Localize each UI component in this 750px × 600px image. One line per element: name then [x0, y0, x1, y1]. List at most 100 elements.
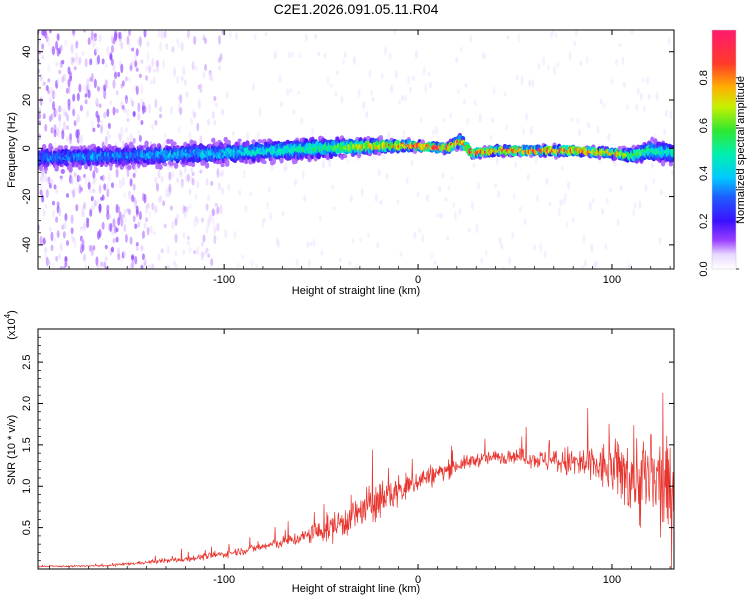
spectrogram-noise-cell — [137, 112, 141, 121]
spectrogram-noise-cell — [635, 103, 639, 111]
spectrogram-noise-cell — [281, 210, 285, 217]
spectrogram-noise-cell — [149, 80, 153, 85]
spectrogram-noise-cell — [50, 231, 54, 242]
spectrogram-noise-cell — [394, 69, 398, 79]
spectrogram-noise-cell — [425, 194, 429, 203]
spectrogram-noise-cell — [318, 215, 322, 222]
spectrogram-noise-cell — [72, 93, 76, 102]
spectrogram-noise-cell — [484, 249, 488, 256]
spectrogram-noise-cell — [179, 93, 183, 104]
spectrogram-noise-cell — [335, 70, 339, 76]
spectrogram-noise-cell — [59, 242, 63, 252]
spectrogram-noise-cell — [416, 191, 420, 198]
spectrogram-noise-cell — [87, 89, 91, 99]
spectrogram-noise-cell — [210, 73, 214, 83]
spectrogram-noise-cell — [143, 30, 147, 38]
spectrogram-noise-cell — [45, 35, 49, 43]
spectrogram-noise-cell — [131, 47, 135, 52]
spectrogram-noise-cell — [137, 129, 141, 137]
spectrogram-noise-cell — [100, 119, 104, 124]
spectrogram-noise-cell — [197, 98, 201, 105]
spectrogram-noise-cell — [90, 72, 94, 83]
spectrogram-noise-cell — [503, 91, 507, 97]
spectrogram-noise-cell — [166, 264, 170, 269]
spectrogram-noise-cell — [83, 30, 87, 33]
spectrogram-noise-cell — [601, 208, 605, 215]
spectrogram-noise-cell — [83, 202, 87, 210]
spectrogram-noise-cell — [579, 60, 583, 66]
spectrogram-noise-cell — [107, 172, 111, 182]
spectrogram-noise-cell — [169, 205, 173, 211]
spectrogram-noise-cell — [464, 83, 468, 88]
spectrogram-noise-cell — [50, 178, 54, 186]
spectrogram-noise-cell — [48, 96, 52, 103]
bottom-y-axis-label: SNR (10 * v/v) — [6, 415, 18, 485]
spectrogram-noise-cell — [422, 65, 426, 76]
spectrogram-noise-cell — [100, 261, 104, 267]
spectrogram-noise-cell — [151, 57, 155, 68]
spectrogram-noise-cell — [438, 185, 442, 193]
spectrogram-noise-cell — [219, 53, 223, 61]
spectrogram-noise-cell — [208, 216, 212, 223]
spectrogram-noise-cell — [267, 186, 271, 193]
spectrogram-noise-cell — [368, 68, 372, 78]
spectrogram-noise-cell — [124, 126, 128, 134]
spectrogram-noise-cell — [96, 263, 100, 269]
spectrogram-noise-cell — [146, 202, 150, 209]
spectrogram-noise-cell — [56, 127, 60, 138]
spectrogram-noise-cell — [134, 59, 138, 68]
spectrogram-noise-cell — [174, 251, 178, 257]
spectrogram-noise-cell — [298, 52, 302, 58]
spectrogram-panel: -100 0 100 -40 -20 0 20 40 Height of str… — [6, 29, 675, 297]
spectrogram-noise-cell — [641, 77, 645, 83]
spectrogram-noise-cell — [159, 42, 163, 52]
spectrogram-noise-cell — [106, 129, 110, 136]
spectrogram-noise-cell — [664, 109, 668, 117]
spectrogram-noise-cell — [143, 193, 147, 204]
spectrogram-noise-cell — [89, 161, 93, 172]
spectrogram-noise-cell — [154, 119, 158, 126]
spectrogram-noise-cell — [539, 242, 543, 253]
spectrogram-noise-cell — [466, 117, 470, 126]
spectrogram-noise-cell — [95, 46, 99, 54]
spectrogram-noise-cell — [146, 40, 150, 47]
spectrogram-noise-cell — [73, 66, 77, 71]
spectrogram-noise-cell — [228, 30, 232, 39]
spectrogram-noise-cell — [131, 100, 135, 107]
spectrogram-noise-cell — [93, 78, 97, 89]
spectrogram-noise-cell — [109, 222, 113, 233]
spectrogram-noise-cell — [106, 46, 110, 55]
spectrogram-noise-cell — [52, 262, 56, 269]
spectrogram-noise-cell — [179, 169, 183, 178]
spectrogram-noise-cell — [639, 92, 643, 101]
spectrogram-noise-cell — [95, 167, 99, 174]
spectrogram-noise-cell — [338, 257, 342, 263]
top-x-tick-label-0: -100 — [213, 274, 235, 286]
spectrogram-noise-cell — [618, 43, 622, 48]
spectrogram-noise-cell — [67, 86, 71, 94]
spectrogram-noise-cell — [123, 192, 127, 198]
spectrogram-noise-cell — [625, 102, 629, 111]
spectrogram-noise-cell — [106, 204, 110, 213]
spectrogram-noise-cell — [79, 134, 83, 144]
spectrogram-noise-cell — [301, 170, 305, 179]
spectrogram-noise-cell — [132, 183, 136, 191]
spectrogram-noise-cell — [134, 198, 138, 209]
spectrogram-noise-cell — [138, 73, 142, 79]
spectrogram-noise-cell — [194, 65, 198, 72]
spectrogram-noise-cell — [154, 205, 158, 214]
spectrogram-noise-cell — [180, 41, 184, 52]
spectrogram-noise-cell — [55, 255, 59, 262]
spectrogram-noise-cell — [453, 210, 457, 221]
spectrogram-noise-cell — [173, 67, 177, 77]
spectrogram-noise-cell — [154, 176, 158, 184]
spectrogram-noise-cell — [52, 46, 56, 56]
spectrogram-noise-cell — [52, 101, 56, 111]
spectrogram-noise-cell — [200, 251, 204, 261]
spectrogram-noise-cell — [128, 191, 132, 196]
spectrogram-noise-cell — [124, 99, 128, 104]
spectrogram-noise-cell — [329, 83, 333, 88]
spectrogram-noise-cell — [256, 131, 260, 140]
spectrogram-noise-cell — [670, 170, 674, 176]
spectrogram-noise-cell — [441, 172, 445, 179]
